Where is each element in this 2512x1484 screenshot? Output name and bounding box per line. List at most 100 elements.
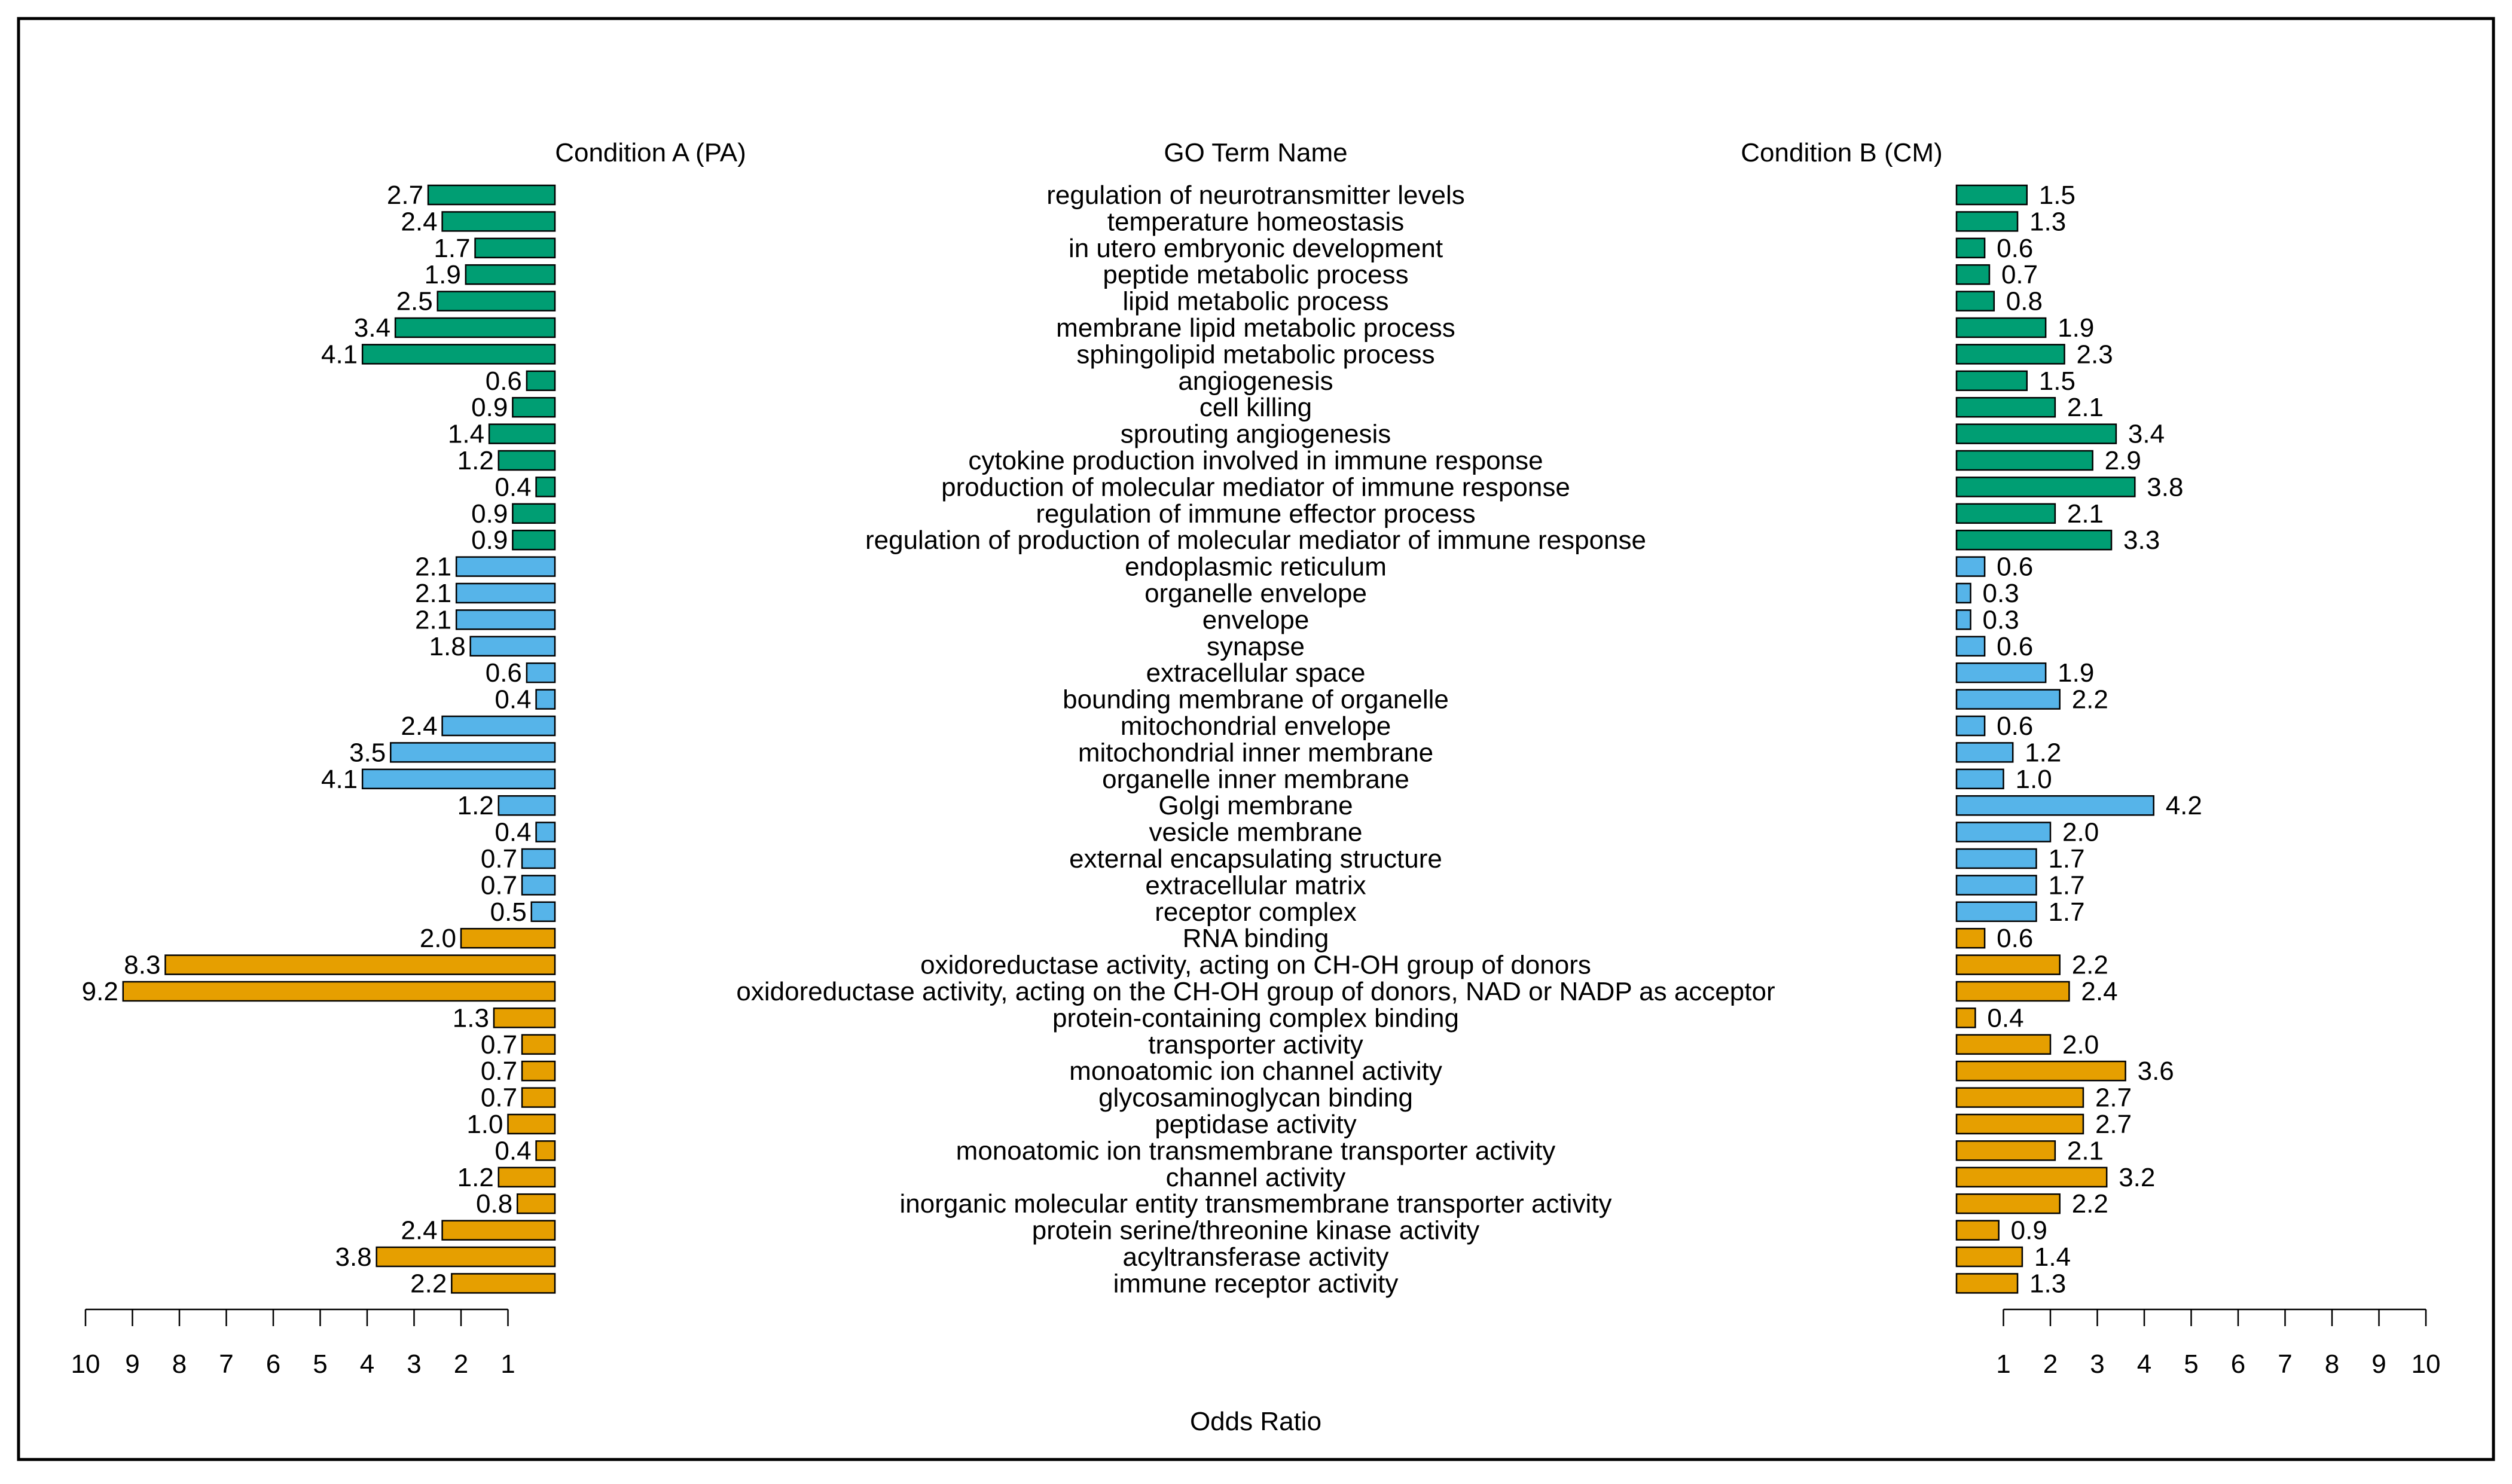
bar-condition-a xyxy=(469,636,556,657)
bar-condition-b xyxy=(1955,1087,2084,1108)
left-axis-tick-label: 5 xyxy=(313,1349,327,1379)
value-label-condition-a: 3.4 xyxy=(354,313,390,343)
value-label-condition-b: 1.2 xyxy=(2025,738,2061,767)
bar-condition-b xyxy=(1955,768,2004,790)
value-label-condition-a: 4.1 xyxy=(321,340,358,369)
value-label-condition-a: 0.6 xyxy=(486,367,522,396)
value-label-condition-a: 0.9 xyxy=(471,499,508,529)
bar-condition-b xyxy=(1955,582,1971,604)
bar-condition-a xyxy=(497,1167,556,1188)
bar-condition-a xyxy=(526,662,556,683)
bar-condition-a xyxy=(455,582,556,604)
bar-condition-a xyxy=(427,184,556,206)
bar-condition-a xyxy=(535,1140,556,1161)
right-x-axis: 1 2 3 4 5 6 7 8 9 10 xyxy=(1996,1308,2440,1379)
value-label-condition-b: 0.8 xyxy=(2006,287,2043,316)
go-term-label: production of molecular mediator of immu… xyxy=(941,472,1570,502)
value-label-condition-a: 1.8 xyxy=(429,632,466,661)
value-label-condition-b: 2.0 xyxy=(2062,818,2099,847)
bar-condition-a xyxy=(516,1193,556,1214)
bar-condition-a xyxy=(441,211,556,232)
bar-condition-b xyxy=(1955,1220,2000,1241)
bar-condition-b xyxy=(1955,1113,2084,1135)
go-term-labels: regulation of neurotransmitter levelstem… xyxy=(736,181,1775,1298)
go-term-label: vesicle membrane xyxy=(1149,818,1362,847)
value-label-condition-a: 1.4 xyxy=(448,420,484,449)
left-axis-tick-label: 9 xyxy=(125,1349,139,1379)
value-label-condition-b: 1.3 xyxy=(2029,1269,2066,1298)
value-label-condition-a: 0.9 xyxy=(471,526,508,555)
value-label-condition-b: 2.2 xyxy=(2072,685,2108,714)
value-label-condition-b: 2.7 xyxy=(2095,1083,2132,1113)
value-label-condition-b: 1.7 xyxy=(2048,871,2084,900)
left-axis-tick-label: 7 xyxy=(219,1349,233,1379)
bar-condition-b xyxy=(1955,875,2037,896)
value-label-condition-b: 0.6 xyxy=(1997,234,2033,263)
bar-condition-a xyxy=(497,795,556,816)
left-bar-series: 2.72.41.71.92.53.44.10.60.91.41.20.40.90… xyxy=(82,181,556,1298)
go-term-label: extracellular matrix xyxy=(1145,871,1366,900)
left-axis-tick-label: 6 xyxy=(266,1349,280,1379)
go-term-label: organelle inner membrane xyxy=(1102,765,1409,794)
value-label-condition-a: 0.7 xyxy=(481,844,517,874)
bar-condition-a xyxy=(526,370,556,392)
value-label-condition-a: 0.9 xyxy=(471,393,508,422)
bar-condition-a xyxy=(512,396,556,418)
bar-condition-b xyxy=(1955,1167,2108,1188)
value-label-condition-b: 2.7 xyxy=(2095,1110,2132,1139)
bar-condition-a xyxy=(530,901,556,923)
value-label-condition-b: 1.9 xyxy=(2058,313,2094,343)
bar-condition-b xyxy=(1955,370,2028,392)
right-axis-tick-label: 3 xyxy=(2090,1349,2104,1379)
left-axis-tick-label: 10 xyxy=(71,1349,100,1379)
left-axis-tick-label: 4 xyxy=(360,1349,374,1379)
value-label-condition-b: 2.1 xyxy=(2067,499,2104,529)
bar-condition-b xyxy=(1955,848,2037,869)
value-label-condition-a: 1.0 xyxy=(466,1110,503,1139)
value-label-condition-a: 1.3 xyxy=(453,1003,489,1033)
go-term-label: protein serine/threonine kinase activity xyxy=(1032,1216,1479,1245)
value-label-condition-a: 2.5 xyxy=(396,287,433,316)
bar-condition-a xyxy=(521,1034,556,1055)
go-term-label: cytokine production involved in immune r… xyxy=(968,446,1543,475)
value-label-condition-b: 1.7 xyxy=(2048,897,2084,927)
value-label-condition-b: 2.1 xyxy=(2067,1136,2104,1165)
value-label-condition-b: 1.0 xyxy=(2016,765,2052,794)
center-column-title: GO Term Name xyxy=(1164,138,1347,167)
value-label-condition-b: 2.1 xyxy=(2067,393,2104,422)
bar-condition-a xyxy=(497,450,556,471)
go-term-label: peptidase activity xyxy=(1155,1110,1357,1139)
bar-condition-a xyxy=(376,1246,556,1268)
value-label-condition-a: 1.7 xyxy=(434,234,470,263)
bar-condition-b xyxy=(1955,237,1986,259)
bar-condition-b xyxy=(1955,291,1995,312)
value-label-condition-a: 2.4 xyxy=(401,712,437,741)
value-label-condition-a: 1.9 xyxy=(425,260,461,289)
bar-condition-b xyxy=(1955,715,1986,737)
value-label-condition-a: 4.1 xyxy=(321,765,358,794)
right-bar-series: 1.51.30.60.70.81.92.31.52.13.42.93.82.13… xyxy=(1955,181,2202,1298)
go-term-label: temperature homeostasis xyxy=(1107,207,1404,236)
value-label-condition-b: 2.3 xyxy=(2077,340,2113,369)
value-label-condition-b: 4.2 xyxy=(2166,791,2202,820)
value-label-condition-a: 9.2 xyxy=(82,977,118,1006)
go-term-label: mitochondrial inner membrane xyxy=(1078,738,1433,767)
go-term-label: regulation of immune effector process xyxy=(1036,499,1475,529)
bar-condition-a xyxy=(512,529,556,551)
go-term-label: lipid metabolic process xyxy=(1122,287,1388,316)
bar-condition-b xyxy=(1955,1060,2126,1082)
value-label-condition-a: 3.5 xyxy=(349,738,386,767)
bar-condition-b xyxy=(1955,529,2113,551)
go-term-label: external encapsulating structure xyxy=(1069,844,1442,874)
value-label-condition-a: 0.8 xyxy=(476,1189,512,1219)
value-label-condition-b: 0.3 xyxy=(1983,579,2019,608)
right-axis-tick-label: 4 xyxy=(2137,1349,2151,1379)
bar-condition-a xyxy=(460,927,556,949)
value-label-condition-a: 2.4 xyxy=(401,207,437,236)
bar-condition-a xyxy=(441,1220,556,1241)
bar-condition-a xyxy=(361,768,556,790)
value-label-condition-a: 0.4 xyxy=(495,472,531,502)
bar-condition-a xyxy=(507,1113,556,1135)
go-term-label: sphingolipid metabolic process xyxy=(1076,340,1434,369)
